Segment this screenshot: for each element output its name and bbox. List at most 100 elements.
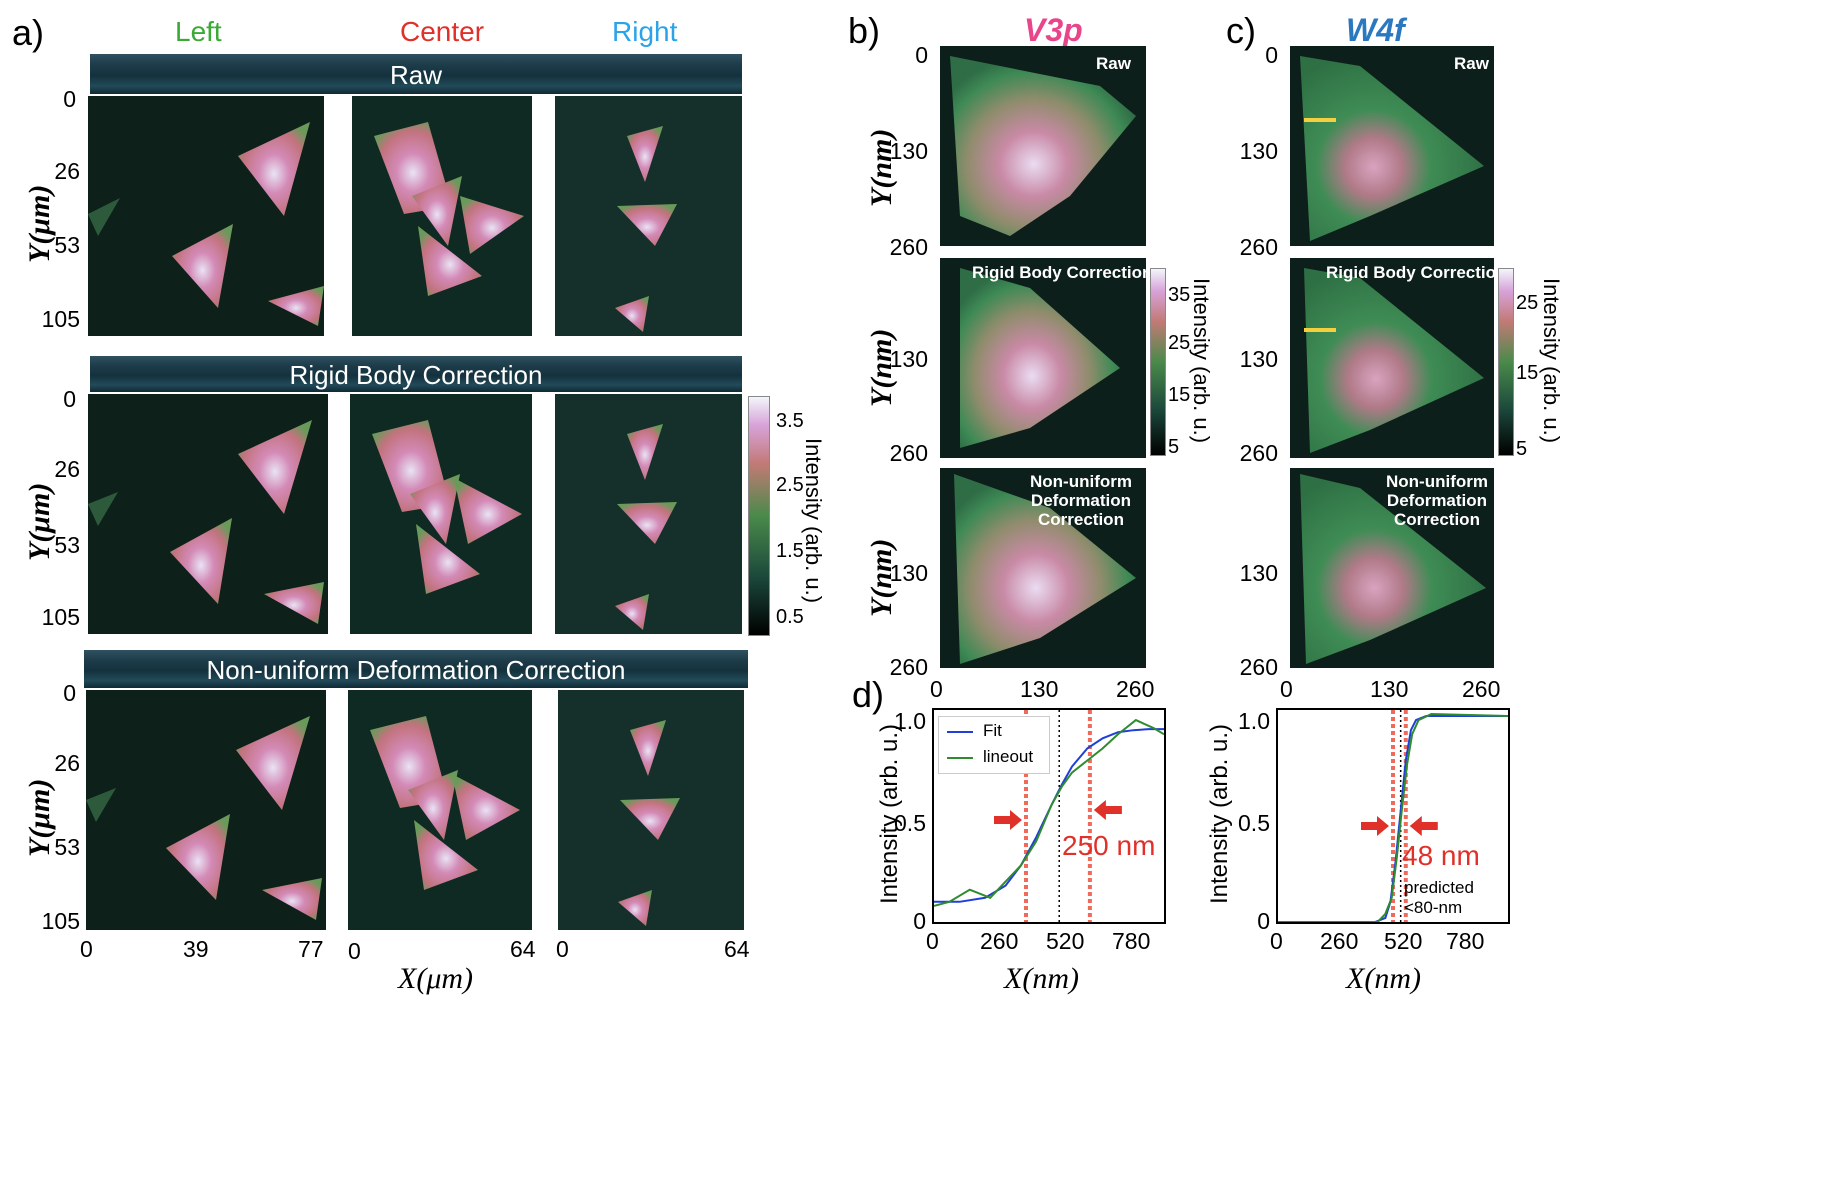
ytick: 130 (1239, 346, 1278, 372)
ytick: 26 (54, 158, 80, 184)
v3p-nonuniform-image (940, 468, 1146, 668)
legend-lineout-label: lineout (983, 747, 1034, 766)
micrograph-raw-left (88, 96, 324, 336)
v3p-nonuniform-overlay: Non-uniform Deformation Correction (1030, 472, 1132, 529)
series-line-Fit (934, 728, 1164, 903)
chart-ytick: 0 (913, 908, 926, 934)
panel-a-colorbar (748, 396, 770, 636)
series-line-lineout (933, 718, 1165, 907)
colorbar-tick: 1.5 (776, 540, 804, 562)
w4f-raw-overlay: Raw (1454, 54, 1489, 73)
micrograph-raw-right (555, 96, 742, 336)
colorbar-tick: 5 (1168, 436, 1180, 458)
ytick: 260 (1239, 440, 1278, 466)
chart-xtick: 260 (1320, 928, 1359, 954)
colorbar-tick: 35 (1168, 284, 1191, 306)
ytick: 130 (889, 138, 928, 164)
ytick: 53 (54, 834, 80, 860)
red-arrow-1 (1409, 816, 1438, 836)
chart-xtick: 780 (1446, 928, 1485, 954)
colorbar-tick: 3.5 (776, 410, 804, 432)
w4f-rigid-image (1290, 258, 1494, 458)
w4f-nonuniform-image (1290, 468, 1494, 668)
ytick: 260 (1239, 234, 1278, 260)
chart-right-xlabel: X(nm) (1346, 962, 1421, 995)
red-arrow-1 (1093, 800, 1122, 820)
ytick: 0 (1265, 42, 1278, 68)
xtick: 77 (298, 936, 324, 962)
chart-xtick: 520 (1384, 928, 1423, 954)
ytick: 130 (1239, 138, 1278, 164)
xtick: 64 (724, 936, 750, 962)
v3p-rigid-overlay: Rigid Body Correction (972, 263, 1153, 282)
chart-legend: Fit lineout (938, 716, 1050, 774)
w4f-raw-image (1290, 46, 1494, 246)
ytick: 26 (54, 456, 80, 482)
chart-xtick: 0 (926, 928, 939, 954)
xtick: 0 (556, 936, 569, 962)
colorbar-label: Intensity (arb. u.) (1539, 278, 1564, 444)
colorbar-tick: 5 (1516, 438, 1528, 460)
panel-c-label: c) (1226, 10, 1256, 51)
panel-a-xlabel: X(μm) (398, 962, 474, 995)
legend-fit-label: Fit (983, 721, 1002, 740)
ytick: 260 (889, 440, 928, 466)
panel-c-colorbar (1498, 268, 1514, 456)
panel-d-label: d) (852, 674, 885, 715)
xtick: 260 (1462, 676, 1501, 702)
chart-ytick: 1.0 (1238, 708, 1270, 734)
row-title-nonuniform: Non-uniform Deformation Correction (206, 655, 626, 685)
micrograph-nonuniform-right (558, 690, 744, 930)
ytick: 0 (915, 42, 928, 68)
micrograph-nonuniform-center (348, 690, 532, 930)
ytick: 130 (889, 346, 928, 372)
panel-a-label: a) (12, 12, 45, 53)
v3p-raw-overlay: Raw (1096, 54, 1131, 73)
micrograph-rigid-right (555, 394, 742, 634)
panel-b-colorbar (1150, 268, 1166, 456)
w4f-rigid-overlay: Rigid Body Correction (1326, 263, 1507, 282)
w4f-nonuniform-overlay: Non-uniform Deformation Correction (1386, 472, 1488, 529)
xtick: 0 (80, 936, 93, 962)
ytick: 0 (63, 86, 76, 112)
red-arrow-0 (994, 810, 1022, 830)
chart-ytick: 0 (1257, 908, 1270, 934)
micrograph-nonuniform-left (86, 690, 326, 930)
row-band-nonuniform: Non-uniform Deformation Correction (84, 650, 748, 688)
v3p-raw-image (940, 46, 1146, 246)
xtick: 39 (183, 936, 209, 962)
chart-xtick: 260 (980, 928, 1019, 954)
xtick: 0 (930, 676, 943, 702)
ytick: 260 (889, 654, 928, 680)
red-arrow-0 (1361, 816, 1389, 836)
legend-fit-swatch (947, 731, 973, 733)
ytick: 26 (54, 750, 80, 776)
colorbar-label: Intensity (arb. u.) (801, 438, 826, 604)
right-resolution-label: 48 nm (1402, 840, 1480, 871)
row-band-raw: Raw (90, 54, 742, 94)
colorbar-tick: 25 (1168, 332, 1191, 354)
ytick: 105 (41, 908, 80, 934)
micrograph-rigid-center (350, 394, 532, 634)
series-line-lineout (1278, 713, 1509, 923)
chart-xtick: 0 (1270, 928, 1283, 954)
colorbar-tick: 2.5 (776, 474, 804, 496)
panel-b-label: b) (848, 10, 881, 51)
column-title-center: Center (400, 16, 485, 47)
xtick: 260 (1116, 676, 1155, 702)
chart-left-xlabel: X(nm) (1004, 962, 1079, 995)
ytick: 105 (41, 306, 80, 332)
chart-ytick: 1.0 (894, 708, 926, 734)
left-resolution-label: 250 nm (1062, 830, 1156, 861)
micrograph-rigid-left (88, 394, 328, 634)
legend-lineout-swatch (947, 757, 973, 759)
lineout-chart-right (1276, 708, 1510, 924)
xtick: 130 (1020, 676, 1059, 702)
colorbar-tick: 15 (1168, 384, 1191, 406)
v3p-rigid-image (940, 258, 1146, 458)
ytick: 0 (63, 680, 76, 706)
ytick: 260 (889, 234, 928, 260)
column-title-left: Left (175, 16, 222, 47)
ytick: 130 (889, 560, 928, 586)
colorbar-tick: 25 (1516, 292, 1539, 314)
